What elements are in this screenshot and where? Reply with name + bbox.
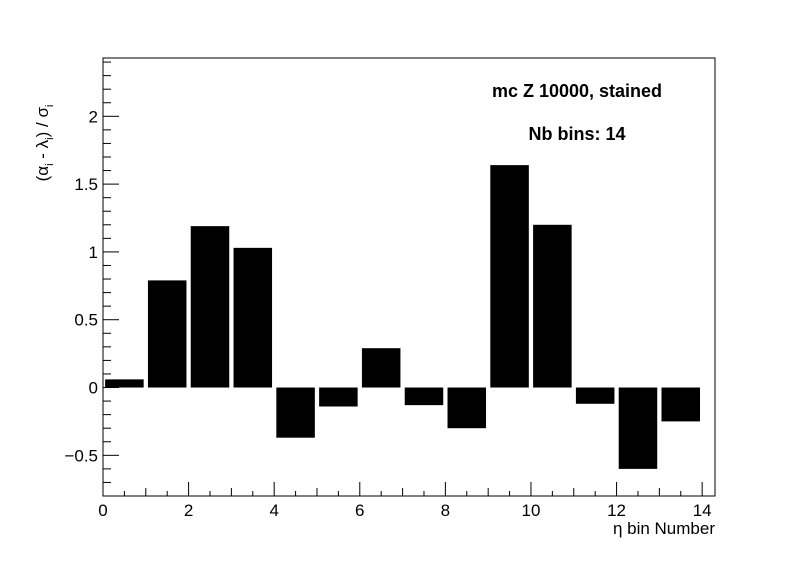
x-tick-label: 6 [355, 501, 364, 520]
x-tick-label: 10 [522, 501, 541, 520]
x-tick-label: 14 [693, 501, 712, 520]
bar [105, 379, 144, 388]
x-tick-label: 0 [98, 501, 107, 520]
bar [190, 226, 230, 388]
y-tick-label: 0 [89, 379, 98, 398]
x-axis-title: η bin Number [613, 519, 715, 538]
bar [490, 165, 529, 388]
bar [147, 280, 187, 388]
y-tick-label: 1.5 [74, 175, 98, 194]
x-tick-label: 12 [607, 501, 626, 520]
bar [533, 224, 572, 388]
y-tick-label: −0.5 [64, 446, 98, 465]
bar [404, 387, 444, 406]
plot-frame [102, 57, 716, 497]
bar [361, 348, 401, 388]
y-tick-label: 1 [89, 243, 98, 262]
bar [575, 387, 615, 404]
y-axis-title: (αi - λi) / σi [33, 105, 56, 182]
bar [276, 387, 315, 438]
annotation-bins: Nb bins: 14 [528, 124, 625, 144]
bar [618, 387, 658, 469]
x-tick-label: 4 [269, 501, 278, 520]
bar [447, 387, 487, 429]
bar [319, 387, 358, 407]
annotation-title: mc Z 10000, stained [492, 81, 662, 101]
bar [661, 387, 701, 422]
x-tick-label: 8 [441, 501, 450, 520]
bar [233, 247, 273, 388]
x-axis-ticks: 0 2 4 6 8 10 12 14 [98, 482, 712, 520]
x-tick-label: 2 [184, 501, 193, 520]
y-tick-label: 2 [89, 107, 98, 126]
bars-group [105, 165, 701, 469]
y-axis-ticks: −0.5 0 0.5 1 1.5 2 [64, 61, 119, 497]
y-tick-label: 0.5 [74, 311, 98, 330]
